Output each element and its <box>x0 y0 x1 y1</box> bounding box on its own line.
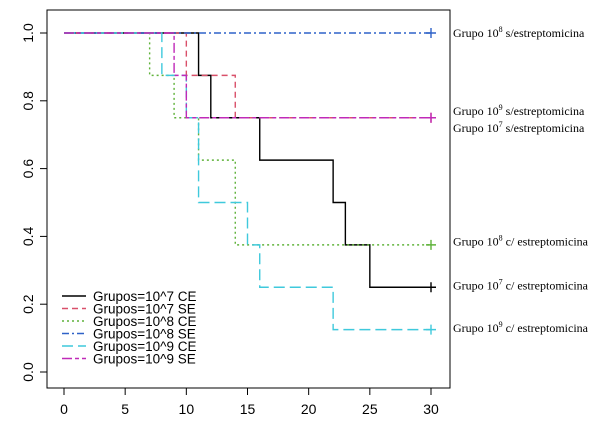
y-tick-label: 1.0 <box>20 23 36 43</box>
x-tick-label: 30 <box>423 401 439 417</box>
x-tick-label: 5 <box>121 401 129 417</box>
series-line <box>64 32 431 119</box>
censor-mark <box>426 239 436 250</box>
legend-label: Grupos=10^8 CE <box>93 314 197 329</box>
legend-label: Grupos=10^7 SE <box>93 302 196 317</box>
x-tick-label: 0 <box>60 401 68 417</box>
censor-mark <box>426 28 436 38</box>
censor-mark <box>426 112 436 123</box>
series-group <box>64 28 436 335</box>
x-tick-label: 10 <box>179 401 195 417</box>
series-line <box>64 32 431 288</box>
y-tick-label: 0.4 <box>20 226 36 246</box>
legend-label: Grupos=10^9 CE <box>93 339 197 354</box>
x-axis: 0 5 10 15 20 25 30 <box>60 387 439 417</box>
y-axis: 0.0 0.2 0.4 0.6 0.8 1.0 <box>20 23 48 382</box>
censor-mark <box>426 324 436 335</box>
series-line <box>64 32 431 119</box>
annotation-label: Grupo 107 s/estreptomicina <box>453 120 585 135</box>
x-tick-label: 25 <box>362 401 378 417</box>
y-tick-label: 0.0 <box>20 362 36 382</box>
y-tick-label: 0.6 <box>20 159 36 179</box>
series-line <box>64 32 431 246</box>
annotation-label: Grupo 107 c/ estreptomicina <box>453 278 589 293</box>
annotation-label: Grupo 108 s/estreptomicina <box>453 25 585 40</box>
annotation-label: Grupo 108 c/ estreptomicina <box>453 233 589 248</box>
annotations: Grupo 108 s/estreptomicina Grupo 109 s/es… <box>453 25 589 335</box>
legend-label: Grupos=10^9 SE <box>93 352 196 367</box>
y-tick-label: 0.8 <box>20 91 36 111</box>
y-tick-label: 0.2 <box>20 294 36 314</box>
legend-label: Grupos=10^8 SE <box>93 327 196 342</box>
x-tick-label: 20 <box>301 401 317 417</box>
x-tick-label: 15 <box>240 401 256 417</box>
annotation-label: Grupo 109 c/ estreptomicina <box>453 320 589 335</box>
legend-label: Grupos=10^7 CE <box>93 289 197 304</box>
censor-mark <box>426 282 436 293</box>
annotation-label: Grupo 109 s/estreptomicina <box>453 103 585 118</box>
series-line <box>64 32 431 331</box>
